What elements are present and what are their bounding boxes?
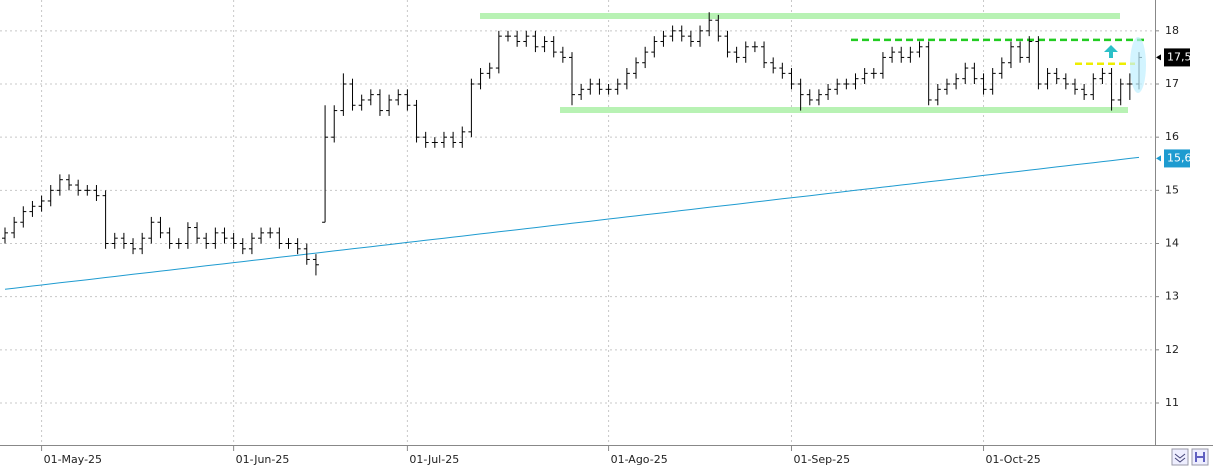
moving-average-line: [4, 156, 1140, 290]
y-tick-label: 14: [1165, 237, 1179, 250]
y-tick-label: 18: [1165, 24, 1179, 37]
price-tag-pointer: [1156, 155, 1161, 162]
y-tick-label: 13: [1165, 290, 1179, 303]
x-tick-label: 01-Jul-25: [409, 453, 459, 466]
y-tick-label: 16: [1165, 130, 1179, 143]
up-arrow: [1104, 45, 1118, 58]
h-icon: [1195, 452, 1205, 462]
price-tag-label: 17,5: [1167, 50, 1192, 63]
y-tick-label: 15: [1165, 183, 1179, 196]
x-tick-label: 01-May-25: [44, 453, 102, 466]
price-tag-pointer: [1156, 54, 1161, 61]
price-tag: [1164, 149, 1190, 168]
x-tick-label: 01-Jun-25: [236, 453, 290, 466]
scroll-buttons[interactable]: [1171, 448, 1209, 466]
zoom-button[interactable]: [1171, 448, 1189, 466]
price-tag: [1164, 48, 1190, 67]
price-tag-label: 15,6: [1167, 151, 1192, 164]
y-tick-label: 17: [1165, 77, 1179, 90]
y-tick-label: 12: [1165, 343, 1179, 356]
zoom-icon: [1174, 453, 1186, 463]
x-tick-label: 01-Sep-25: [793, 453, 850, 466]
y-tick-label: 11: [1165, 396, 1179, 409]
x-tick-label: 01-Oct-25: [986, 453, 1041, 466]
x-tick-label: 01-Ago-25: [611, 453, 668, 466]
highlight-ellipse: [1130, 37, 1146, 93]
